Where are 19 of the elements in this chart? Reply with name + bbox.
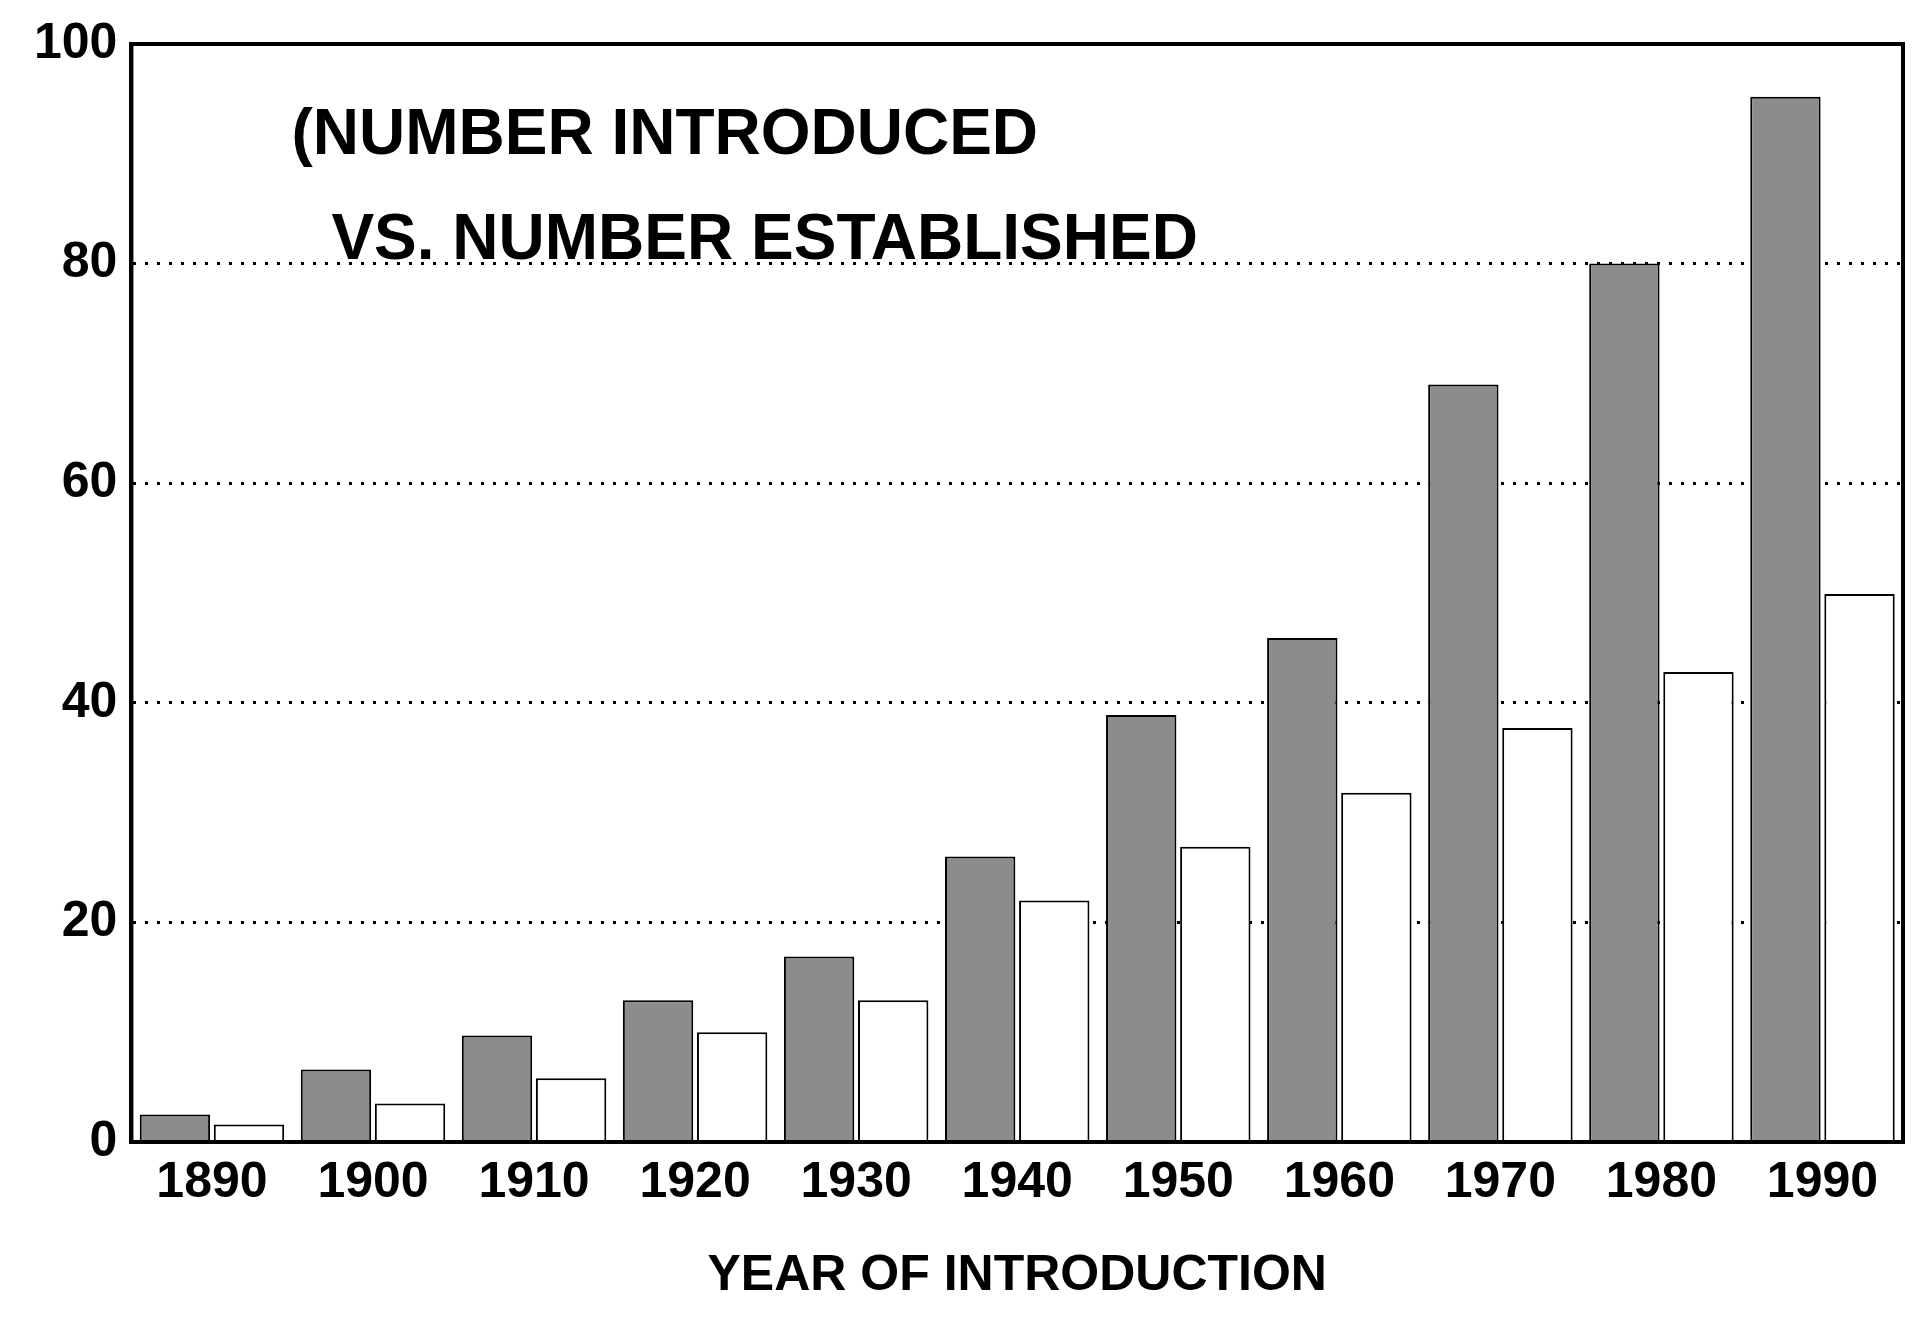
x-tick-label: 1940	[961, 1151, 1073, 1208]
x-tick-label: 1910	[478, 1151, 590, 1208]
x-tick-label: 1920	[639, 1151, 751, 1208]
x-tick-label: 1930	[800, 1151, 912, 1208]
y-tick-label: 80	[61, 232, 118, 289]
y-tick-label: 100	[33, 12, 118, 69]
x-tick-label: 1890	[156, 1151, 268, 1208]
y-tick-label: 60	[61, 451, 118, 508]
y-tick-label: 20	[61, 891, 118, 948]
x-tick-label: 1960	[1283, 1151, 1395, 1208]
annotation: (NUMBER INTRODUCED VS. NUMBER ESTABLISHED	[291, 95, 1198, 273]
x-tick-label: 1950	[1122, 1151, 1234, 1208]
x-tick-label: 1990	[1766, 1151, 1879, 1208]
x-tick-label: 1980	[1605, 1151, 1718, 1208]
x-tick-label: 1900	[317, 1151, 429, 1208]
y-tick-label: 40	[61, 671, 118, 728]
x-axis-title: YEAR OF INTRODUCTION	[707, 1244, 1327, 1301]
y-tick-label: 0	[89, 1110, 118, 1167]
x-tick-label: 1970	[1444, 1151, 1556, 1208]
